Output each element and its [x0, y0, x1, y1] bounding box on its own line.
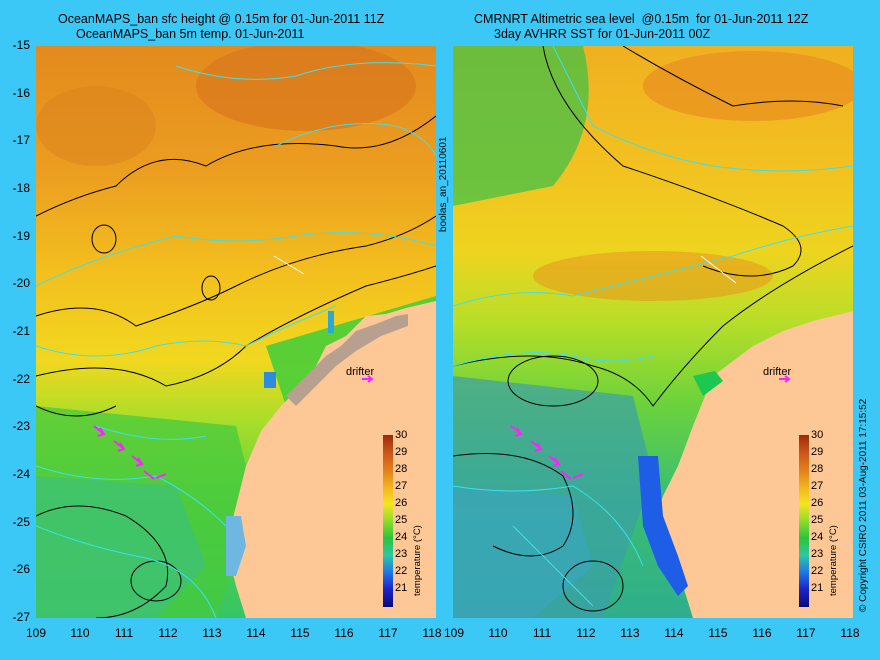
y-tick: -27	[12, 610, 30, 624]
shallow-pixel	[264, 372, 276, 388]
cb-label: 21	[811, 582, 824, 594]
x-tick: 116	[334, 626, 354, 640]
cb-label: 22	[811, 565, 824, 577]
right-map-panel	[453, 46, 853, 618]
teal-south	[36, 476, 206, 618]
cb-label: 28	[395, 463, 408, 475]
cb-label: 25	[811, 514, 824, 526]
y-tick: -20	[12, 276, 30, 290]
x-tick: 115	[708, 626, 728, 640]
land-mask-pixels	[286, 314, 408, 406]
y-tick: -16	[12, 86, 30, 100]
warm-patch	[36, 86, 156, 166]
cb-label: 22	[395, 565, 408, 577]
y-tick: -25	[12, 515, 30, 529]
y-tick: -24	[12, 467, 30, 481]
x-tick: 114	[664, 626, 684, 640]
y-tick: -17	[12, 133, 30, 147]
blue-coastal	[638, 456, 688, 596]
ssh-contours	[453, 46, 853, 612]
cb-label: 26	[395, 497, 408, 509]
colorbar-title: temperature (°C)	[412, 525, 423, 596]
copyright-label: © Copyright CSIRO 2011 03-Aug-2011 17:15…	[858, 398, 869, 612]
x-tick: 118	[840, 626, 860, 640]
drifter-arrows	[93, 375, 374, 480]
y-tick: -15	[12, 38, 30, 52]
sst-contours	[453, 46, 853, 607]
x-tick: 118	[422, 626, 442, 640]
x-tick: 110	[488, 626, 508, 640]
x-tick: 111	[114, 626, 134, 640]
cb-label: 24	[811, 531, 824, 543]
left-map-panel	[36, 46, 436, 618]
drifter-track-white	[273, 255, 305, 275]
warm-patch	[643, 51, 853, 121]
cb-label: 23	[395, 548, 408, 560]
cb-label: 26	[811, 497, 824, 509]
x-tick: 115	[290, 626, 310, 640]
x-tick: 116	[752, 626, 772, 640]
x-tick: 109	[443, 626, 465, 640]
right-title-line1: CMRNRT Altimetric sea level @0.15m for 0…	[474, 12, 809, 26]
x-tick: 112	[158, 626, 178, 640]
x-tick: 113	[620, 626, 640, 640]
y-tick: -19	[12, 229, 30, 243]
cb-label: 29	[395, 446, 408, 458]
x-tick: 113	[202, 626, 222, 640]
cb-label: 28	[811, 463, 824, 475]
drifter-label-right: drifter	[763, 366, 792, 378]
cb-label: 27	[395, 480, 408, 492]
y-tick: -18	[12, 181, 30, 195]
cb-label: 23	[811, 548, 824, 560]
shallow-bay	[226, 516, 246, 576]
x-tick: 114	[246, 626, 266, 640]
sst-contours	[36, 62, 436, 618]
right-title-line2: 3day AVHRR SST for 01-Jun-2011 00Z	[494, 27, 711, 41]
cb-label: 25	[395, 514, 408, 526]
x-tick: 117	[378, 626, 398, 640]
drifter-label-left: drifter	[346, 366, 375, 378]
side-label: boolas_an_20110601	[438, 136, 449, 232]
y-tick: -21	[12, 324, 30, 338]
y-tick: -26	[12, 562, 30, 576]
colorbar-title: temperature (°C)	[828, 525, 839, 596]
y-tick: -22	[12, 372, 30, 386]
x-tick: 109	[25, 626, 47, 640]
cool-south2	[453, 486, 593, 618]
cb-label: 30	[395, 429, 408, 441]
cb-label: 27	[811, 480, 824, 492]
x-tick: 110	[70, 626, 90, 640]
warm-patch	[196, 46, 416, 131]
left-title-line2: OceanMAPS_ban 5m temp. 01-Jun-2011	[76, 27, 305, 41]
x-tick: 111	[532, 626, 552, 640]
green-coastal	[693, 371, 723, 396]
colorbar-gradient	[799, 435, 809, 607]
cb-label: 30	[811, 429, 824, 441]
colorbar-gradient	[383, 435, 393, 607]
left-title-line1: OceanMAPS_ban sfc height @ 0.15m for 01-…	[58, 12, 385, 26]
cb-label: 21	[395, 582, 408, 594]
shallow-pixel	[328, 311, 334, 333]
x-tick: 117	[796, 626, 816, 640]
drifter-arrows	[510, 375, 791, 480]
cb-label: 29	[811, 446, 824, 458]
right-map-svg	[453, 46, 853, 618]
y-tick: -23	[12, 419, 30, 433]
x-tick: 112	[576, 626, 596, 640]
cb-label: 24	[395, 531, 408, 543]
drifter-track-white	[700, 255, 737, 284]
left-map-svg	[36, 46, 436, 618]
green-northwest	[453, 46, 589, 206]
